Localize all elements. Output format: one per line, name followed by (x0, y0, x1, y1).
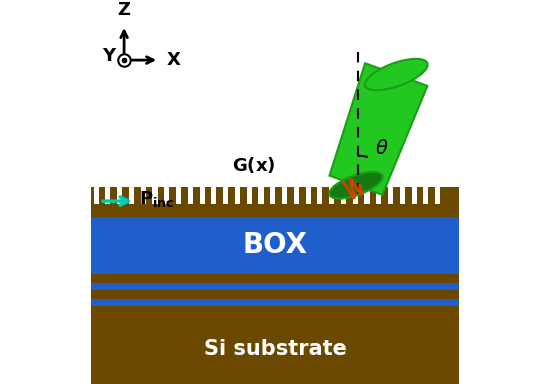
Bar (223, 187, 228, 204)
Ellipse shape (329, 172, 383, 199)
Bar (388, 187, 393, 204)
Polygon shape (329, 63, 427, 195)
Text: X: X (167, 51, 181, 69)
Bar (200, 187, 205, 204)
Bar (91, 290, 459, 299)
Bar (341, 187, 346, 204)
Bar (91, 187, 459, 217)
Bar (411, 187, 417, 204)
Bar (105, 187, 111, 204)
Bar (400, 187, 405, 204)
Bar (317, 187, 322, 204)
Bar (306, 187, 311, 204)
Bar (117, 187, 122, 204)
Bar (235, 187, 240, 204)
Bar (91, 273, 459, 283)
Bar (270, 187, 276, 204)
Bar (258, 187, 263, 204)
Bar (211, 187, 217, 204)
Bar (329, 187, 334, 204)
Bar (353, 187, 358, 204)
Bar (91, 306, 459, 384)
Bar (152, 187, 158, 204)
Bar (435, 187, 440, 204)
Bar (365, 187, 370, 204)
Bar (424, 187, 428, 204)
Text: $\mathbf{G(x)}$: $\mathbf{G(x)}$ (232, 155, 275, 175)
Text: $\mathbf{P_{inc}}$: $\mathbf{P_{inc}}$ (139, 189, 174, 209)
Bar (91, 299, 459, 306)
Text: Si substrate: Si substrate (204, 339, 346, 359)
Ellipse shape (365, 59, 428, 90)
Text: Y: Y (102, 47, 115, 65)
Text: $\theta$: $\theta$ (375, 139, 388, 158)
Bar (294, 187, 299, 204)
Bar (91, 217, 459, 273)
Bar (164, 187, 169, 204)
Bar (129, 187, 134, 204)
Bar (91, 283, 459, 290)
Bar (376, 187, 381, 204)
Bar (282, 187, 287, 204)
Bar (246, 187, 252, 204)
Bar (188, 187, 193, 204)
Text: BOX: BOX (243, 231, 307, 259)
Bar (94, 187, 98, 204)
Bar (141, 187, 146, 204)
Bar (176, 187, 181, 204)
Text: Z: Z (118, 0, 130, 18)
